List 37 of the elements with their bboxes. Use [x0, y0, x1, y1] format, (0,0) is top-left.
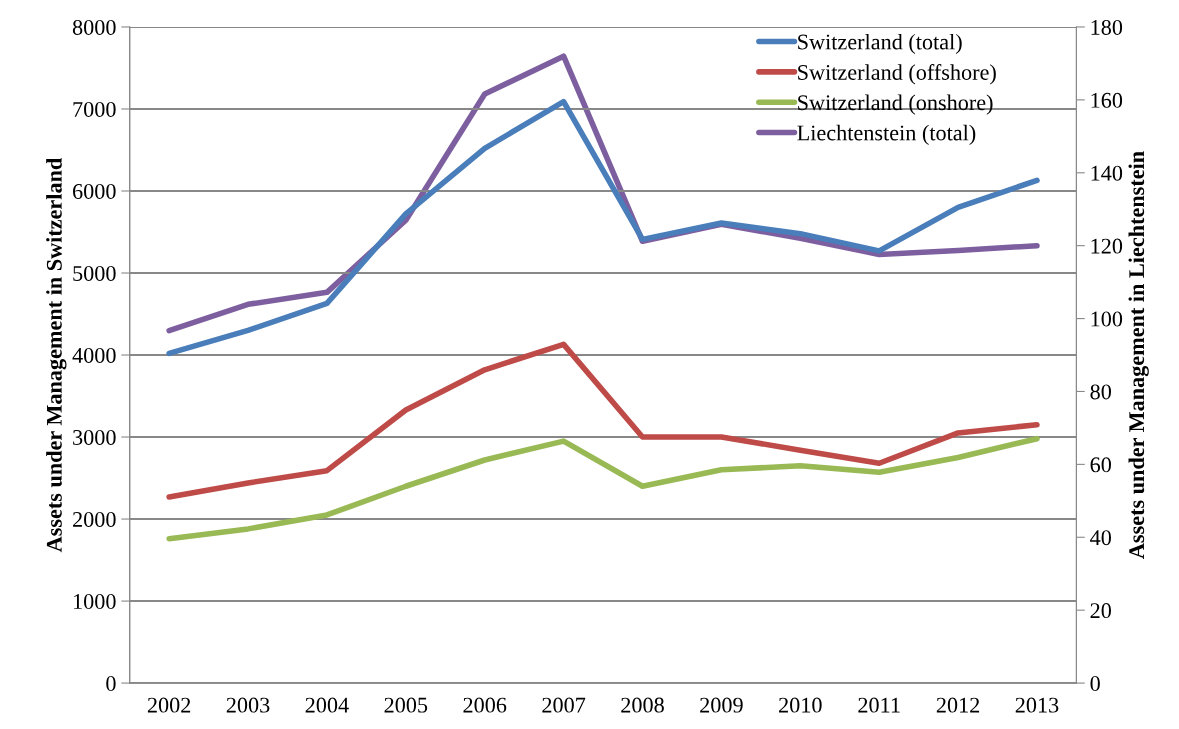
x-tick-label: 2003	[226, 697, 270, 713]
y2-tick-label: 140	[1091, 165, 1123, 181]
y2-tick-label: 0	[1090, 676, 1100, 691]
y-tick-label: 6000	[73, 183, 116, 199]
x-tick-label: 2007	[542, 697, 586, 713]
legend-label: Switzerland (onshore)	[798, 94, 993, 115]
legend-label: Liechtenstein (total)	[797, 124, 976, 145]
y2-tick-label: 180	[1091, 19, 1123, 35]
x-tick-label: 2006	[463, 697, 507, 713]
legend-label: Switzerland (total)	[798, 33, 962, 55]
y2-tick-label: 120	[1091, 238, 1123, 254]
legend-label: Switzerland (offshore)	[798, 64, 996, 85]
x-tick-label: 2013	[1015, 697, 1059, 713]
y2-tick-label: 160	[1091, 92, 1123, 108]
y-tick-label: 7000	[73, 101, 116, 117]
y2-tick-label: 60	[1090, 457, 1111, 473]
y2-tick-label: 100	[1091, 311, 1123, 327]
y2-axis-title: Assets under Management in Liechtenstein	[1128, 151, 1149, 559]
y-tick-label: 8000	[72, 19, 116, 35]
y-tick-label: 4000	[72, 347, 116, 363]
x-tick-label: 2012	[936, 697, 980, 713]
y2-tick-label: 40	[1090, 530, 1111, 546]
x-tick-label: 2005	[384, 697, 428, 713]
x-tick-label: 2011	[858, 697, 900, 713]
x-tick-label: 2008	[621, 697, 664, 713]
y2-tick-label: 80	[1090, 384, 1111, 400]
y-tick-label: 1000	[74, 593, 116, 609]
x-tick-label: 2010	[779, 697, 822, 713]
y-axis-title: Assets under Management in Switzerland	[46, 157, 67, 553]
y-tick-label: 3000	[73, 429, 116, 445]
y-tick-label: 5000	[73, 265, 116, 281]
y-tick-label: 2000	[73, 511, 116, 527]
y-tick-label: 0	[106, 676, 116, 691]
y2-tick-label: 20	[1090, 603, 1111, 619]
x-tick-label: 2009	[700, 697, 743, 713]
x-tick-label: 2004	[305, 697, 349, 713]
x-tick-label: 2002	[147, 697, 191, 713]
